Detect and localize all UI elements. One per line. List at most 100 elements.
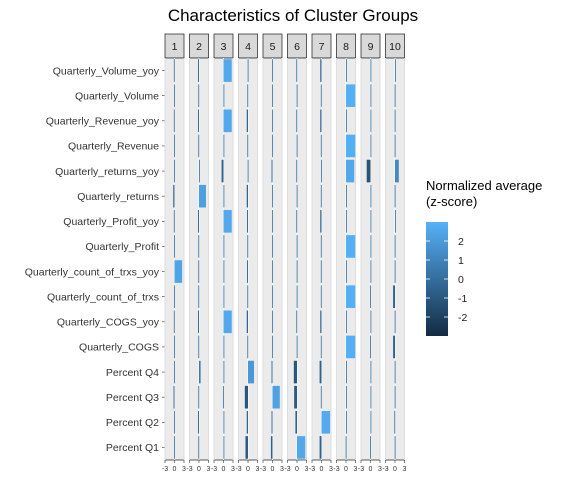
bar [395, 159, 399, 183]
bar [223, 184, 225, 208]
bar [223, 210, 232, 233]
x-tick-label: 0 [271, 466, 275, 473]
bar [173, 59, 175, 82]
bar [366, 159, 371, 183]
x-tick-label: 3 [329, 466, 333, 473]
bar [370, 59, 372, 82]
bar [174, 260, 183, 283]
bar [370, 411, 372, 434]
legend-title: (z-score) [426, 194, 477, 209]
bar [198, 84, 200, 107]
bar [321, 159, 322, 183]
bar [370, 436, 371, 459]
bar [346, 385, 347, 409]
bar [247, 59, 249, 82]
bar [223, 335, 225, 359]
facet-panel-6: 6 -3 0 3 [284, 33, 309, 473]
bar [198, 260, 200, 283]
bar [272, 335, 273, 359]
bar [346, 184, 347, 208]
legend-colorbar [426, 222, 448, 336]
facet-strip-label: 3 [221, 41, 227, 53]
bar [295, 411, 297, 434]
facet-strip-label: 6 [294, 41, 300, 53]
bar [223, 84, 225, 107]
bar [174, 235, 175, 258]
facet-strip-label: 5 [270, 41, 276, 53]
bar [293, 360, 297, 384]
bar [370, 84, 372, 107]
bar [370, 360, 372, 384]
bar [393, 285, 395, 308]
facet-panel-4: 4 -3 0 3 [235, 33, 260, 473]
facet-panel-10: 10 -3 0 3 [382, 33, 407, 473]
x-tick-label: 0 [393, 466, 397, 473]
bar [173, 310, 175, 334]
y-tick-label: Quarterly_COGS_yoy [57, 317, 160, 329]
x-tick-label: -3 [358, 466, 364, 473]
bar [346, 134, 356, 158]
y-tick-label: Quarterly_Revenue [68, 141, 159, 153]
bar [174, 285, 175, 308]
bar [296, 184, 298, 208]
facet-strip-label: 2 [196, 41, 202, 53]
facet-strip-label: 9 [368, 41, 374, 53]
x-tick-label: -3 [235, 466, 241, 473]
bar [198, 335, 200, 359]
bar [320, 385, 322, 409]
bar [173, 184, 175, 208]
facet-panel-9: 9 -3 0 3 [358, 33, 382, 473]
bar [174, 411, 175, 434]
bar [173, 109, 175, 133]
bar [346, 59, 347, 82]
bar [346, 260, 347, 283]
facet-panel-3: 3-3 0 3 [211, 33, 235, 473]
bar [174, 436, 175, 459]
bar [394, 411, 396, 434]
y-tick-label: Percent Q4 [106, 367, 159, 379]
x-tick-label: 3 [280, 466, 284, 473]
y-tick-label: Quarterly_count_of_trxs [47, 291, 159, 303]
bar [174, 134, 175, 158]
bar [346, 335, 356, 359]
bar [296, 134, 298, 158]
bar [223, 436, 225, 459]
legend-tick-label: -1 [458, 293, 467, 305]
bar [248, 360, 255, 384]
bar [174, 335, 175, 359]
x-tick-label: 3 [378, 466, 382, 473]
x-tick-label: 0 [197, 466, 201, 473]
bar [320, 134, 322, 158]
bar [173, 210, 175, 233]
bar [198, 436, 200, 459]
bar [346, 84, 356, 107]
bar [296, 260, 298, 283]
bar [272, 310, 273, 334]
bar [395, 59, 396, 82]
bar [346, 235, 356, 258]
y-tick-label: Quarterly_Profit_yoy [63, 216, 159, 228]
bar [199, 360, 201, 384]
bar [198, 59, 199, 82]
bar [247, 335, 249, 359]
bar [321, 411, 331, 434]
bar [394, 260, 396, 283]
bar [223, 109, 232, 133]
facet-strip-label: 4 [245, 41, 251, 53]
bar [297, 436, 306, 459]
bar [198, 235, 200, 258]
bar [393, 335, 395, 359]
bar [272, 260, 273, 283]
bar [198, 210, 199, 233]
bar [296, 84, 298, 107]
y-tick-label: Quarterly_Volume [75, 90, 159, 102]
bar [394, 360, 396, 384]
legend-tick-label: -2 [458, 312, 467, 324]
x-tick-label: 0 [222, 466, 226, 473]
facet-strip-label: 1 [172, 41, 178, 53]
x-tick-label: -3 [211, 466, 217, 473]
facet-panel-8: 8 -3 0 3 [333, 33, 358, 473]
bar [198, 411, 199, 434]
bar [370, 210, 372, 233]
bar [394, 310, 396, 334]
